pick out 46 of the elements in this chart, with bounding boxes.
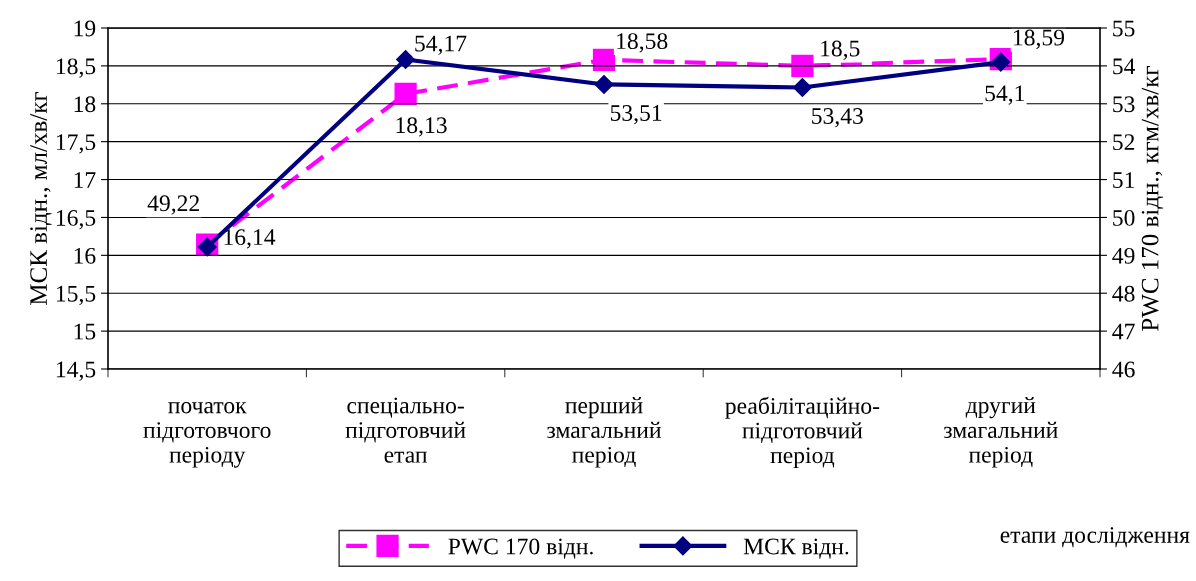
x-tick-label: перший змагальний період <box>547 397 661 468</box>
x-tick-label: другий змагальний період <box>943 396 1058 468</box>
point <box>791 54 814 78</box>
legend-label: PWC 170 відн. <box>448 538 593 559</box>
legend-label: МСК відн. <box>743 538 849 559</box>
y-tick-label: 15 <box>74 323 96 340</box>
y-axis-title: МСК відн., мл/хв/кг <box>30 91 52 305</box>
point <box>991 52 1011 72</box>
point <box>394 82 417 106</box>
y-tick-label: 14,5 <box>56 361 96 381</box>
y-tick-label: 18,5 <box>56 58 96 78</box>
y-tick-label: 19 <box>74 20 96 37</box>
x-tick-label: спеціально- підготовчий етап <box>345 397 466 463</box>
y2-tick-label: 49 <box>1112 247 1135 264</box>
data-label: 18,5 <box>821 40 860 60</box>
y-tick-label: 15,5 <box>56 285 96 306</box>
y-tick-label: 17 <box>74 172 96 188</box>
data-label: 54,17 <box>415 35 467 55</box>
data-label: 53,51 <box>610 105 662 125</box>
point <box>594 74 614 94</box>
data-label: 54,1 <box>985 85 1025 105</box>
y2-tick-label: 47 <box>1112 323 1135 340</box>
data-label: 49,22 <box>147 195 199 215</box>
y2-tick-label: 50 <box>1113 209 1135 226</box>
data-label: 18,59 <box>1013 29 1065 49</box>
y2-tick-label: 51 <box>1113 172 1134 188</box>
y-tick-label: 16,5 <box>56 210 96 230</box>
y2-tick-label: 54 <box>1113 58 1136 75</box>
data-label: 18,13 <box>396 117 447 137</box>
data-label: 18,58 <box>617 33 668 53</box>
y-tick-label: 18 <box>74 96 96 113</box>
point <box>396 49 416 69</box>
y2-tick-label: 52 <box>1113 134 1135 151</box>
y2-axis-title: PWC 170 відн., кгм/хв/кг <box>1141 66 1164 331</box>
x-axis-title: етапи дослідження <box>1000 527 1190 548</box>
y2-tick-label: 46 <box>1112 361 1135 378</box>
y2-tick-label: 48 <box>1112 285 1135 302</box>
y-tick-label: 17,5 <box>56 134 96 154</box>
data-label: 53,43 <box>812 108 863 128</box>
y2-tick-label: 55 <box>1113 20 1135 37</box>
x-tick-label: початок підготовчого періоду <box>143 402 271 468</box>
y-tick-label: 16 <box>74 247 96 264</box>
point <box>792 77 812 98</box>
data-label: 16,14 <box>224 229 276 249</box>
y2-tick-label: 53 <box>1113 96 1135 113</box>
x-tick-label: реабілітаційно- підготовчий період <box>725 396 880 469</box>
